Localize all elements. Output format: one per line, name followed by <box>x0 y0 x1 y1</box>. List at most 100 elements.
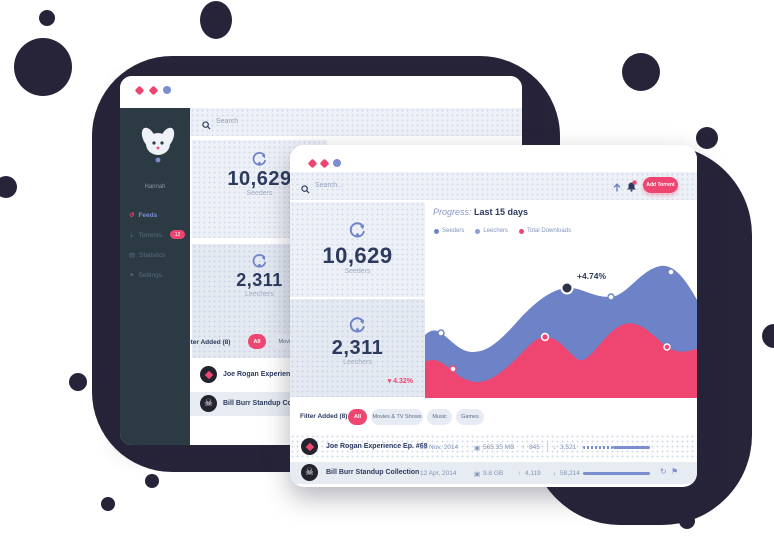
decor-circle <box>679 513 695 529</box>
window-control-maximize[interactable] <box>163 86 171 94</box>
avatar <box>301 438 318 455</box>
stat-value: 10,629 <box>322 243 393 268</box>
leech-download-icon <box>348 315 367 339</box>
notification-badge: 12 <box>170 230 185 239</box>
upload-icon[interactable] <box>612 180 622 198</box>
torrent-size: 565.35 MB <box>483 444 515 451</box>
progress-bar <box>583 446 613 449</box>
refresh-icon[interactable]: ↻ <box>660 467 667 476</box>
window-control-minimize[interactable] <box>148 85 159 96</box>
sidebar-item-statistics[interactable]: ▤ Statistics <box>129 252 166 259</box>
chart-marker <box>663 343 671 351</box>
seed-upload-icon <box>251 150 268 172</box>
back-titlebar <box>120 76 522 108</box>
front-titlebar <box>290 145 697 172</box>
progress-bar-fill <box>583 472 650 475</box>
torrent-date: 26 Nov, 2014 <box>420 444 459 451</box>
decor-circle <box>200 1 232 39</box>
back-filter-label: Filter Added (8) <box>183 339 231 346</box>
avatar[interactable] <box>136 122 180 166</box>
decor-circle <box>696 127 718 149</box>
filter-pill-all[interactable]: All <box>248 334 266 349</box>
chart-marker <box>540 332 550 342</box>
stat-label: Leechers <box>245 291 274 298</box>
front-filter-label: Filter Added (8) <box>300 413 348 420</box>
decor-circle <box>101 497 115 511</box>
decor-circle <box>762 324 774 348</box>
front-window: Search... Add Torrent 10,629 Seeders 2,3… <box>290 145 697 487</box>
filter-pill-all[interactable]: All <box>348 409 367 425</box>
window-control-maximize[interactable] <box>333 159 341 167</box>
sidebar-item-settings[interactable]: ✦ Settings <box>129 272 162 279</box>
sidebar-item-feeds[interactable]: ↺ Feeds <box>129 212 158 219</box>
search-icon <box>301 181 310 199</box>
search-icon <box>202 117 211 135</box>
divider <box>547 442 548 452</box>
seed-upload-icon <box>348 220 367 244</box>
disk-icon: ▣ <box>474 445 481 452</box>
legend-item-downloads[interactable]: Total Downloads <box>519 228 571 234</box>
decor-circle <box>39 10 55 26</box>
filter-pill-movies[interactable]: Movies & TV Shows <box>371 409 423 425</box>
seeders-up-icon: ↑ <box>522 444 526 451</box>
chart-marker <box>667 268 675 276</box>
settings-icon: ✦ <box>129 272 135 279</box>
filter-pill-music[interactable]: Music <box>427 409 452 425</box>
decor-circle <box>0 176 17 198</box>
seeders-up-icon: ↑ <box>518 470 522 477</box>
chart-legend: Seeders Leechers Total Downloads <box>434 228 582 234</box>
chart-marker <box>437 329 445 337</box>
stat-value: 2,311 <box>331 337 384 359</box>
stat-label: Seeders <box>344 268 371 275</box>
stat-change: ▾ 4.32% <box>387 378 413 385</box>
torrent-date: 12 Apr, 2014 <box>420 470 457 477</box>
torrent-peers: 3,521 <box>560 444 577 451</box>
decor-circle <box>622 53 660 91</box>
table-row[interactable]: Joe Rogan Experience Ep. #68 26 Nov, 201… <box>290 434 697 460</box>
torrent-title: Joe Rogan Experience Ep. #68 <box>223 371 325 378</box>
window-control-minimize[interactable] <box>319 158 330 169</box>
sidebar-user-name: Hannah <box>144 184 166 190</box>
leechers-down-icon: ↓ <box>553 470 557 477</box>
torrent-size: 9.8 GB <box>483 470 504 477</box>
stat-card-seeders: 10,629 Seeders <box>290 202 425 297</box>
legend-dot <box>475 228 481 234</box>
window-control-close[interactable] <box>134 85 145 96</box>
legend-dot <box>434 228 439 234</box>
leech-download-icon <box>251 252 268 274</box>
stat-card-leechers: 2,311 Leechers ▾ 4.32% <box>290 299 425 397</box>
search-input[interactable]: Search... <box>315 182 344 189</box>
add-torrent-button[interactable]: Add Torrent <box>643 177 678 193</box>
decor-circle <box>69 373 87 391</box>
decor-circle <box>145 474 159 488</box>
filter-pill-games[interactable]: Games <box>456 409 484 425</box>
search-input[interactable]: Search <box>216 118 239 125</box>
avatar <box>200 366 217 383</box>
legend-item-leechers[interactable]: Leechers <box>475 228 508 234</box>
area-chart: +4.74% <box>425 265 697 398</box>
progress-bar-fill <box>613 446 650 449</box>
torrent-seeds: 4,119 <box>525 470 541 477</box>
back-sidebar: Hannah ↺ Feeds ⇣ Torrents 12 ▤ Statistics ✦… <box>120 108 190 445</box>
torrent-seeds: 845 <box>529 444 540 451</box>
flag-icon[interactable]: ⚑ <box>671 467 679 476</box>
legend-item-seeders[interactable]: Seeders <box>434 228 464 234</box>
torrent-title: Joe Rogan Experience Ep. #68 <box>326 443 428 450</box>
table-row[interactable]: ☠ Bill Burr Standup Collection 12 Apr, 2… <box>290 462 697 484</box>
avatar: ☠ <box>301 464 318 481</box>
stat-value: 10,629 <box>227 168 292 190</box>
decor-circle <box>14 38 72 96</box>
stat-label: Seeders <box>246 190 273 197</box>
stat-value: 2,311 <box>236 270 283 290</box>
chart-block: Progress: Last 15 days Seeders Leechers … <box>425 202 697 398</box>
window-control-close[interactable] <box>307 158 318 169</box>
sidebar-item-torrents[interactable]: ⇣ Torrents <box>129 232 162 239</box>
back-search-bar[interactable]: Search <box>190 108 522 136</box>
chart-title-prefix: Progress: <box>433 207 472 217</box>
feeds-icon: ↺ <box>129 212 135 219</box>
bell-icon[interactable] <box>626 179 637 197</box>
chart-marker <box>607 293 615 301</box>
chart-marker <box>449 365 457 373</box>
chart-annotation: +4.74% <box>577 271 607 281</box>
legend-dot <box>519 228 525 234</box>
